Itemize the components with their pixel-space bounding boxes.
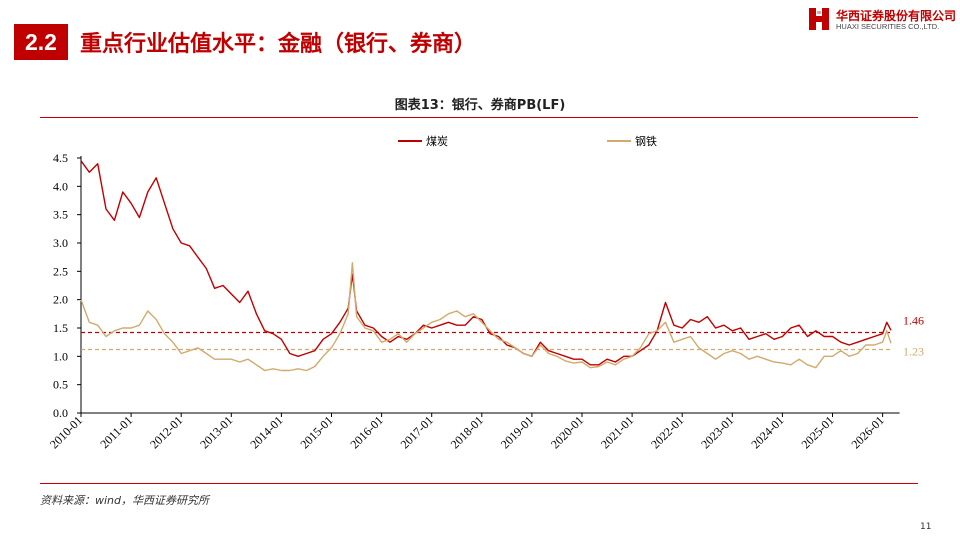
x-tick-label: 2011-01 — [97, 413, 135, 451]
y-tick-label: 4.0 — [53, 179, 68, 193]
y-tick-label: 1.5 — [53, 321, 68, 335]
x-tick-label: 2023-01 — [698, 413, 736, 451]
y-tick-label: 2.0 — [53, 293, 68, 307]
logo-english-name: HUAXI SECURITIES CO.,LTD. — [836, 22, 940, 31]
legend-label-2: 钢铁 — [635, 135, 657, 148]
y-tick-label: 4.5 — [53, 151, 68, 165]
x-tick-label: 2013-01 — [197, 413, 235, 451]
chart-bottom-rule — [40, 483, 918, 484]
series-layer: 1.46 1.23 — [80, 160, 924, 372]
x-tick-label: 2014-01 — [247, 413, 285, 451]
current-value-label-1: 1.46 — [903, 313, 924, 327]
chart-top-rule — [40, 117, 918, 118]
x-tick-label: 2016-01 — [348, 413, 386, 451]
legend-label-1: 煤炭 — [426, 135, 448, 148]
reference-lines — [81, 331, 893, 351]
y-tick-label: 0.5 — [53, 378, 68, 392]
huaxi-logo-icon — [809, 8, 829, 30]
y-tick-label: 1.0 — [53, 349, 68, 363]
y-tick-label: 3.5 — [53, 208, 68, 222]
series-line-1 — [80, 160, 892, 366]
y-tick-label: 3.0 — [53, 236, 68, 250]
series-line-2 — [80, 262, 892, 372]
chart-title: 图表13：银行、券商PB(LF) — [394, 98, 566, 113]
x-tick-label: 2019-01 — [498, 413, 536, 451]
x-tick-label: 2018-01 — [448, 413, 486, 451]
y-tick-label: 2.5 — [53, 264, 68, 278]
company-logo: 华西证券股份有限公司 HUAXI SECURITIES CO.,LTD. — [808, 6, 957, 34]
x-tick-label: 2017-01 — [398, 413, 436, 451]
logo-chinese-name: 华西证券股份有限公司 — [836, 9, 957, 23]
source-note: 资料来源：wind，华西证券研究所 — [40, 494, 210, 507]
page-number: 11 — [920, 522, 932, 532]
x-tick-label: 2024-01 — [748, 413, 786, 451]
x-tick-label: 2022-01 — [648, 413, 686, 451]
y-tick-label: 0.0 — [53, 406, 68, 420]
current-value-label-2: 1.23 — [903, 344, 924, 358]
page-title: 重点行业估值水平：金融（银行、券商） — [80, 32, 477, 57]
x-tick-label: 2025-01 — [798, 413, 836, 451]
chart-legend: 煤炭 钢铁 — [398, 135, 657, 148]
x-tick-label: 2026-01 — [849, 413, 887, 451]
x-tick-label: 2012-01 — [147, 413, 185, 451]
x-tick-label: 2021-01 — [598, 413, 636, 451]
section-number-badge: 2.2 — [14, 24, 68, 60]
x-tick-label: 2020-01 — [548, 413, 586, 451]
x-tick-label: 2015-01 — [297, 413, 335, 451]
